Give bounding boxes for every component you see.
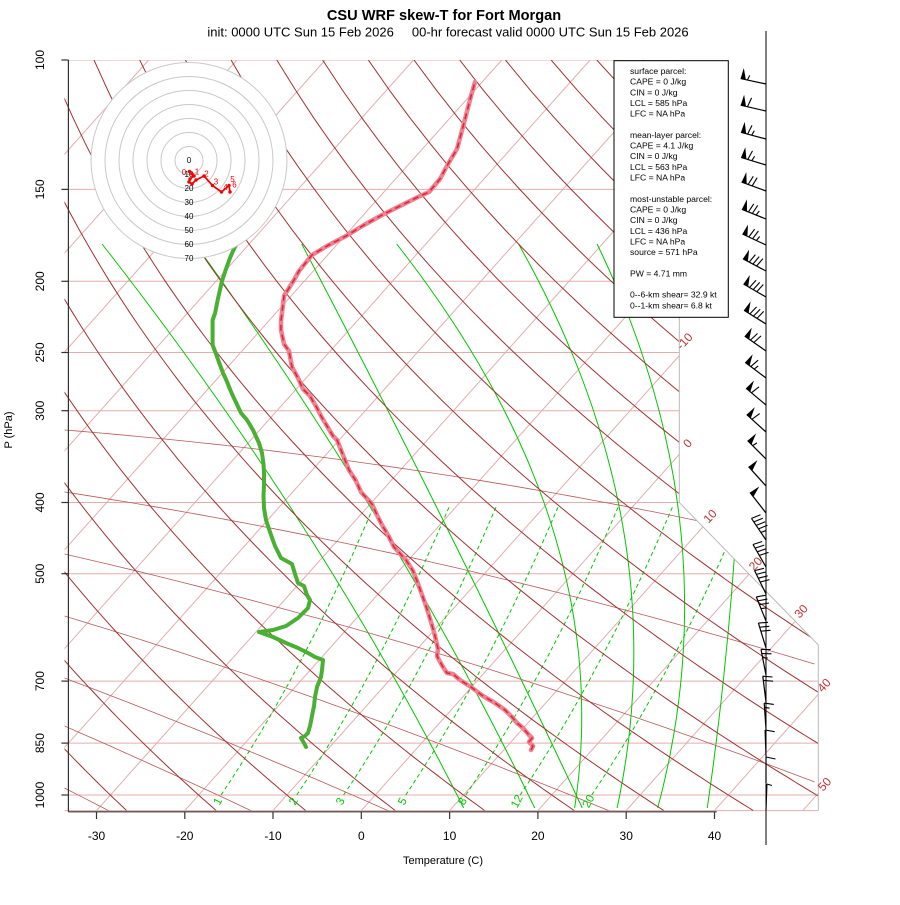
svg-text:LCL = 563 hPa: LCL = 563 hPa xyxy=(630,162,687,172)
svg-text:4: 4 xyxy=(223,183,228,192)
svg-text:0: 0 xyxy=(187,156,192,165)
svg-text:source = 571 hPa: source = 571 hPa xyxy=(630,247,698,257)
svg-text:CAPE = 4.1 J/kg: CAPE = 4.1 J/kg xyxy=(630,141,694,151)
svg-text:LFC = NA hPa: LFC = NA hPa xyxy=(630,236,685,246)
svg-text:20: 20 xyxy=(531,829,545,843)
svg-text:2: 2 xyxy=(204,170,209,179)
svg-text:50: 50 xyxy=(185,226,194,235)
svg-text:LCL = 436 hPa: LCL = 436 hPa xyxy=(630,226,687,236)
svg-text:70: 70 xyxy=(185,254,194,263)
svg-text:100: 100 xyxy=(33,50,47,70)
svg-text:-30: -30 xyxy=(88,829,106,843)
svg-text:3: 3 xyxy=(214,178,219,187)
svg-text:0: 0 xyxy=(358,829,365,843)
svg-text:CAPE = 0 J/kg: CAPE = 0 J/kg xyxy=(630,205,686,215)
svg-text:30: 30 xyxy=(185,198,194,207)
svg-text:30: 30 xyxy=(620,829,634,843)
svg-text:CIN = 0 J/kg: CIN = 0 J/kg xyxy=(630,87,678,97)
svg-text:-20: -20 xyxy=(176,829,194,843)
svg-text:500: 500 xyxy=(33,563,47,583)
svg-text:250: 250 xyxy=(33,342,47,362)
svg-text:1: 1 xyxy=(195,168,200,177)
svg-text:850: 850 xyxy=(33,733,47,753)
svg-text:40: 40 xyxy=(185,212,194,221)
svg-text:PW = 4.71 mm: PW = 4.71 mm xyxy=(630,268,687,278)
svg-text:CAPE = 0 J/kg: CAPE = 0 J/kg xyxy=(630,77,686,87)
svg-text:400: 400 xyxy=(33,492,47,512)
svg-text:6: 6 xyxy=(232,181,237,190)
svg-text:CIN = 0 J/kg: CIN = 0 J/kg xyxy=(630,215,678,225)
svg-text:0: 0 xyxy=(182,168,187,177)
svg-text:60: 60 xyxy=(185,240,194,249)
svg-text:-10: -10 xyxy=(264,829,282,843)
svg-text:0--1-km shear= 6.8 kt: 0--1-km shear= 6.8 kt xyxy=(630,300,713,310)
svg-text:P (hPa): P (hPa) xyxy=(3,411,15,448)
svg-text:LFC = NA hPa: LFC = NA hPa xyxy=(630,109,685,119)
svg-text:Temperature (C): Temperature (C) xyxy=(403,855,483,867)
svg-text:10: 10 xyxy=(443,829,457,843)
svg-text:CSU WRF skew-T for Fort Morgan: CSU WRF skew-T for Fort Morgan xyxy=(327,8,561,24)
svg-text:mean-layer parcel:: mean-layer parcel: xyxy=(630,130,701,140)
svg-text:1000: 1000 xyxy=(33,781,47,808)
svg-text:init: 0000 UTC Sun 15 Feb 2026: init: 0000 UTC Sun 15 Feb 2026 00-hr for… xyxy=(207,25,688,40)
svg-text:LCL = 585 hPa: LCL = 585 hPa xyxy=(630,98,687,108)
svg-text:200: 200 xyxy=(33,271,47,291)
svg-text:surface parcel:: surface parcel: xyxy=(630,66,686,76)
svg-text:300: 300 xyxy=(33,400,47,420)
svg-text:700: 700 xyxy=(33,671,47,691)
svg-text:150: 150 xyxy=(33,179,47,199)
svg-text:0--6-km shear= 32.9 kt: 0--6-km shear= 32.9 kt xyxy=(630,290,717,300)
svg-text:most-unstable parcel:: most-unstable parcel: xyxy=(630,194,712,204)
svg-text:CIN = 0 J/kg: CIN = 0 J/kg xyxy=(630,151,678,161)
svg-text:40: 40 xyxy=(708,829,722,843)
svg-text:LFC = NA hPa: LFC = NA hPa xyxy=(630,173,685,183)
